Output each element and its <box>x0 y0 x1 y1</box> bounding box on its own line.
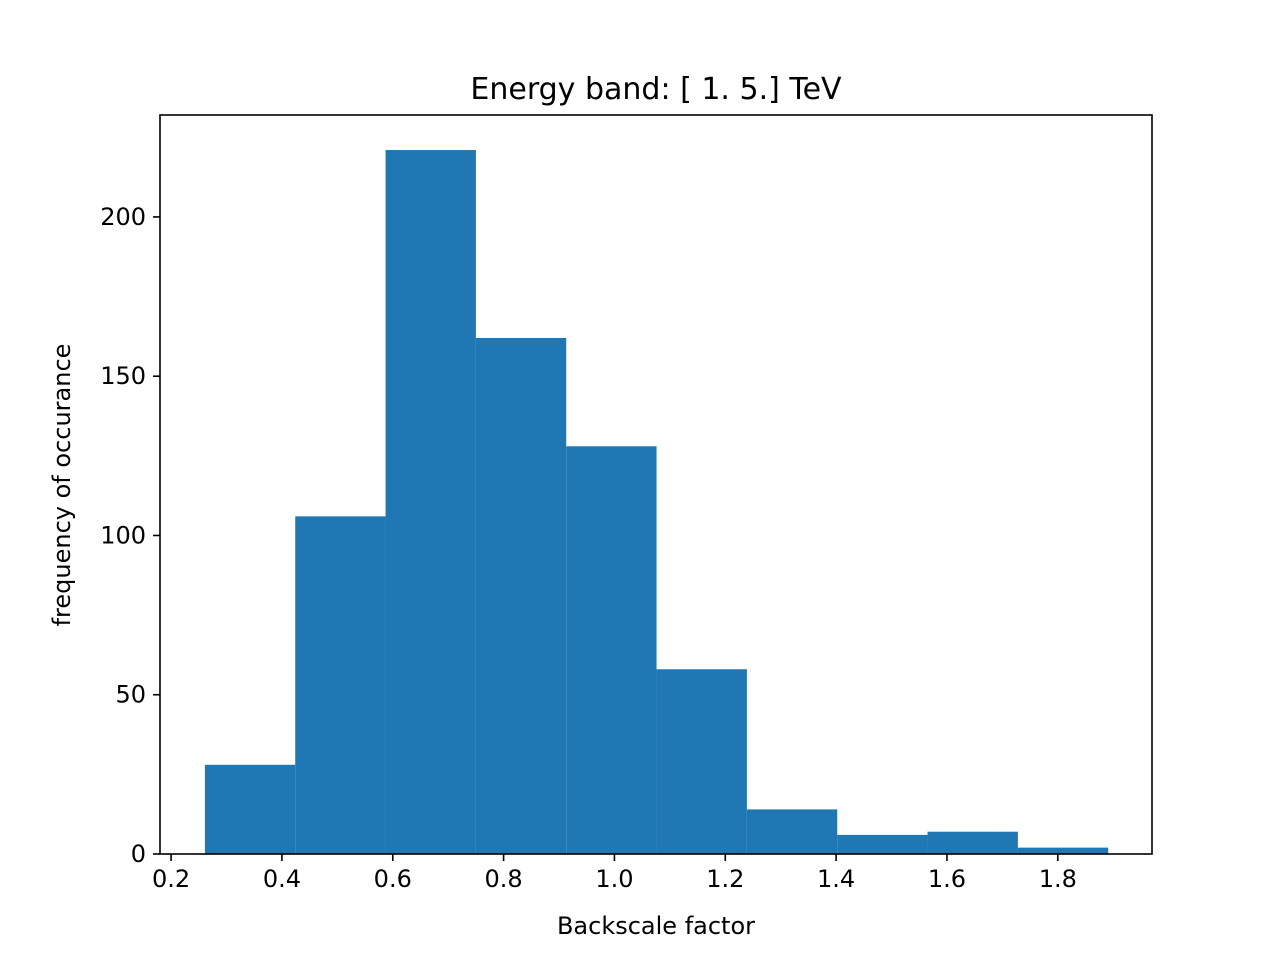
y-tick-label: 0 <box>131 840 146 868</box>
histogram-bar-3 <box>385 150 476 854</box>
histogram-bar-10 <box>1017 847 1109 854</box>
x-tick-label: 1.2 <box>706 865 744 893</box>
x-tick-label: 0.6 <box>374 865 412 893</box>
y-tick-label: 50 <box>115 681 146 709</box>
y-axis-ticks: 0 50 100 150 200 <box>100 203 160 868</box>
x-tick-label: 1.4 <box>817 865 855 893</box>
histogram-bar-8 <box>837 834 928 854</box>
x-tick-label: 1.0 <box>595 865 633 893</box>
y-tick-label: 100 <box>100 521 146 549</box>
x-tick-label: 0.8 <box>485 865 523 893</box>
x-tick-label: 0.4 <box>263 865 301 893</box>
histogram-bar-6 <box>656 669 747 854</box>
histogram-bar-7 <box>746 809 838 854</box>
y-tick-label: 200 <box>100 203 146 231</box>
x-tick-label: 1.8 <box>1039 865 1077 893</box>
histogram-bar-5 <box>566 446 657 854</box>
y-tick-label: 150 <box>100 362 146 390</box>
histogram-bar-2 <box>295 516 386 854</box>
x-axis-label: Backscale factor <box>557 912 755 940</box>
histogram-bar-4 <box>475 337 567 855</box>
histogram-bar-9 <box>927 831 1018 854</box>
y-axis-label: frequency of occurance <box>48 344 76 627</box>
x-tick-label: 1.6 <box>928 865 966 893</box>
histogram-bar-1 <box>204 764 296 854</box>
x-tick-label: 0.2 <box>152 865 190 893</box>
chart-title: Energy band: [ 1. 5.] TeV <box>470 72 842 107</box>
histogram-bars <box>204 150 1109 855</box>
plot-area-frame <box>159 114 1153 855</box>
x-axis-ticks: 0.2 0.4 0.6 0.8 1.0 1.2 1.4 1.6 1.8 <box>152 854 1077 893</box>
